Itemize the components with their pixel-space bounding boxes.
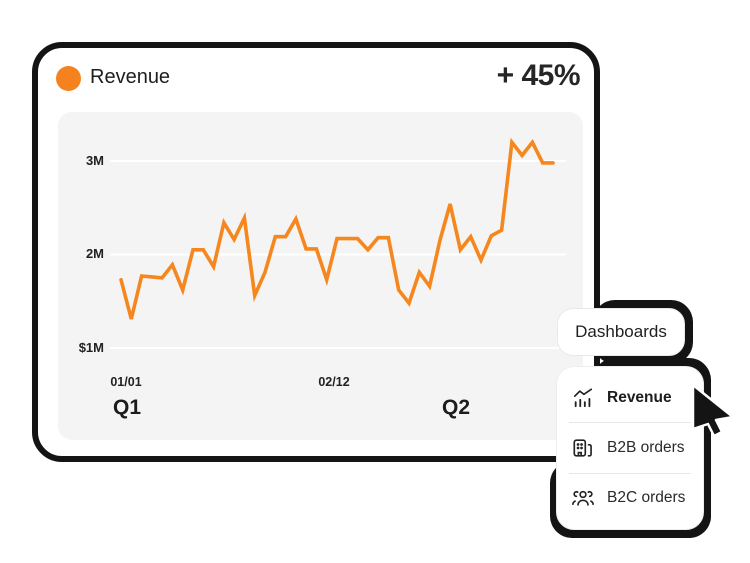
menu-item-label: B2C orders [607,489,686,507]
menu-divider [569,422,691,424]
y-axis-label-3m: 3M [85,153,104,168]
revenue-dot-icon [56,66,81,91]
dashboards-button[interactable]: Dashboards [557,308,685,356]
quarter-label-q2: Q2 [441,396,470,419]
delta-badge: + 45% [496,59,581,92]
card-header: Revenue + 45% [38,48,594,112]
dashboards-chip-wrap: Dashboards [557,300,693,364]
revenue-card: Revenue + 45% 3M 2M $1M 01/01 02/12 Q1 Q… [32,42,600,462]
menu-item-revenue[interactable]: Revenue [557,373,703,422]
card-title: Revenue [90,66,171,88]
building-icon [571,436,595,460]
menu-item-label: B2B orders [607,438,685,456]
dashboards-menu: Revenue B2B orders [556,366,704,530]
quarter-label-q1: Q1 [112,396,141,419]
revenue-line-chart [110,137,566,349]
chart-panel: 3M 2M $1M 01/01 02/12 Q1 Q2 [58,112,583,440]
y-axis-label-2m: 2M [85,246,104,261]
menu-divider [569,472,691,474]
menu-item-b2c-orders[interactable]: B2C orders [557,474,703,523]
menu-item-b2b-orders[interactable]: B2B orders [557,423,703,472]
users-icon [571,486,595,510]
y-axis-label-1m: $1M [78,340,104,355]
x-axis-tick-0101: 01/01 [110,375,142,389]
mouse-cursor-icon [691,383,738,447]
menu-item-label: Revenue [607,388,672,406]
x-axis-tick-0212: 02/12 [318,375,350,389]
dashboards-menu-wrap: Revenue B2B orders [550,358,711,538]
analytics-icon [571,386,595,410]
